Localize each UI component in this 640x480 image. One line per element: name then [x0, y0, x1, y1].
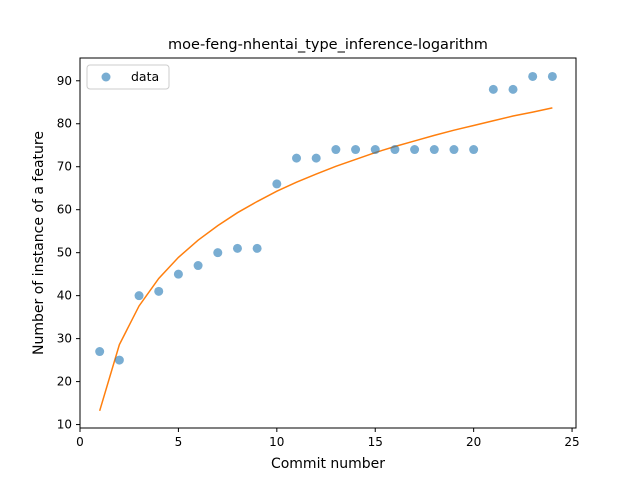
y-tick-label: 70	[57, 160, 72, 174]
data-point	[154, 286, 164, 296]
x-axis-label: Commit number	[271, 456, 385, 472]
data-point	[292, 153, 302, 163]
x-axis: 0 5 10 15 20 25	[76, 428, 580, 449]
data-point	[370, 145, 380, 155]
chart-title: moe-feng-nhentai_type_inference-logarith…	[168, 37, 488, 53]
data-point	[351, 145, 361, 155]
y-axis-label: Number of instance of a feature	[31, 131, 47, 355]
data-point	[311, 153, 321, 163]
data-point	[213, 248, 223, 258]
data-point	[429, 145, 439, 155]
data-point	[114, 355, 124, 365]
data-point	[528, 71, 538, 81]
data-point	[134, 291, 144, 301]
legend-entry-data: data	[131, 69, 159, 84]
legend: data	[86, 64, 170, 90]
data-point	[331, 145, 341, 155]
y-tick-label: 20	[57, 375, 72, 389]
data-point	[488, 84, 498, 94]
data-point	[252, 243, 262, 253]
y-tick-label: 50	[57, 246, 72, 260]
data-point	[173, 269, 183, 279]
x-tick-label: 10	[269, 435, 284, 449]
data-point	[390, 145, 400, 155]
y-tick-label: 40	[57, 289, 72, 303]
data-point	[410, 145, 420, 155]
x-tick-label: 5	[175, 435, 183, 449]
data-point	[232, 243, 242, 253]
y-tick-label: 30	[57, 332, 72, 346]
axes-frame	[79, 57, 577, 429]
data-point	[272, 179, 282, 189]
y-tick-label: 60	[57, 203, 72, 217]
data-point	[193, 261, 203, 271]
data-point	[95, 347, 105, 357]
data-point	[449, 145, 459, 155]
legend-box	[86, 64, 170, 90]
y-tick-label: 80	[57, 117, 72, 131]
x-tick-label: 0	[76, 435, 84, 449]
x-tick-label: 20	[466, 435, 481, 449]
x-tick-label: 25	[564, 435, 579, 449]
data-point	[508, 84, 518, 94]
data-point	[469, 145, 479, 155]
fit-curve	[98, 107, 553, 412]
x-tick-label: 15	[368, 435, 383, 449]
y-axis: 10 20 30 40 50 60 70 80 90	[57, 74, 80, 432]
plot-area	[95, 71, 557, 412]
y-tick-label: 10	[57, 418, 72, 432]
data-point	[547, 71, 557, 81]
y-tick-label: 90	[57, 74, 72, 88]
legend-marker	[101, 72, 111, 82]
